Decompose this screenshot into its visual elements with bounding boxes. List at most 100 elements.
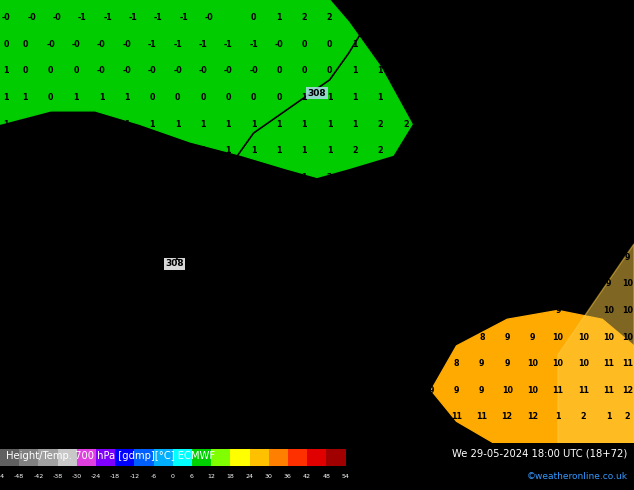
Text: 3: 3 [150,359,155,368]
Text: 1: 1 [4,93,9,102]
Text: 2: 2 [48,226,53,235]
Text: 7: 7 [429,333,434,342]
Text: 3: 3 [454,120,459,129]
Text: 7: 7 [403,359,408,368]
Text: -0: -0 [198,67,207,75]
Text: 8: 8 [625,199,630,208]
Text: 7: 7 [505,226,510,235]
Text: 3: 3 [23,386,28,395]
Text: 2: 2 [4,306,9,315]
Text: 0: 0 [150,93,155,102]
Text: 0: 0 [302,67,307,75]
Text: 3: 3 [479,93,484,102]
Text: -0: -0 [122,40,131,49]
Text: ©weatheronline.co.uk: ©weatheronline.co.uk [527,472,628,482]
Text: 10: 10 [552,333,564,342]
Text: 1: 1 [124,199,129,208]
Text: 7: 7 [479,253,484,262]
Text: 10: 10 [527,359,538,368]
Text: 9: 9 [327,413,332,421]
Text: 2: 2 [454,40,459,49]
Text: 8: 8 [276,413,281,421]
Text: 8: 8 [606,253,611,262]
Text: 2: 2 [226,253,231,262]
Text: 36: 36 [284,474,292,480]
Text: 9: 9 [555,306,560,315]
Text: 7: 7 [625,147,630,155]
Text: 2: 2 [581,413,586,421]
Text: 0: 0 [606,13,611,22]
Text: 7: 7 [530,253,535,262]
Text: 2: 2 [175,253,180,262]
Text: 1: 1 [555,413,560,421]
Text: 10: 10 [501,386,513,395]
Text: -0: -0 [148,67,157,75]
Text: 3: 3 [429,147,434,155]
Text: 9: 9 [581,306,586,315]
Text: 3: 3 [4,386,9,395]
Text: 2: 2 [74,226,79,235]
Text: -0: -0 [27,13,36,22]
Text: 7: 7 [226,413,231,421]
Text: 7: 7 [555,199,560,208]
Text: 2: 2 [99,199,104,208]
Text: 1: 1 [48,147,53,155]
Text: 1: 1 [606,413,611,421]
Text: 4: 4 [530,93,535,102]
Text: -0: -0 [224,67,233,75]
Text: 9: 9 [429,386,434,395]
Text: 6: 6 [190,474,194,480]
Text: 308: 308 [165,259,184,269]
Text: 1: 1 [74,173,79,182]
Text: 3: 3 [276,306,281,315]
Text: 4: 4 [327,279,332,288]
Text: 4: 4 [403,253,408,262]
Text: 2: 2 [4,226,9,235]
Text: 4: 4 [353,279,358,288]
Text: 2: 2 [276,253,281,262]
Text: 1: 1 [74,120,79,129]
Text: 8: 8 [530,306,535,315]
Text: 1: 1 [150,147,155,155]
Text: 2: 2 [200,279,205,288]
Text: 5: 5 [606,93,611,102]
Text: 4: 4 [581,40,586,49]
Text: 2: 2 [48,253,53,262]
Bar [307,449,327,466]
Bar [327,449,346,466]
Bar [39,449,58,466]
Text: 3: 3 [200,333,205,342]
Text: 3: 3 [124,333,129,342]
Text: 10: 10 [375,413,386,421]
Text: 2: 2 [23,226,28,235]
Text: 2: 2 [226,279,231,288]
Text: 4: 4 [505,13,510,22]
Text: -1: -1 [148,40,157,49]
Text: 10: 10 [622,306,633,315]
Text: -1: -1 [173,40,182,49]
Text: 3: 3 [327,253,332,262]
Text: 4: 4 [302,306,307,315]
Text: 5: 5 [302,359,307,368]
Text: 2: 2 [429,40,434,49]
Text: 3: 3 [505,67,510,75]
Text: 1: 1 [251,147,256,155]
Text: 3: 3 [99,306,104,315]
Text: 1: 1 [23,93,28,102]
Text: 3: 3 [530,40,535,49]
Text: 2: 2 [378,40,383,49]
Bar [250,449,269,466]
Text: 3: 3 [150,333,155,342]
Text: 2: 2 [4,199,9,208]
Text: 3: 3 [23,333,28,342]
Text: 3: 3 [200,306,205,315]
Text: 1: 1 [353,67,358,75]
Text: 8: 8 [505,279,510,288]
Text: -0: -0 [72,40,81,49]
Text: 12: 12 [501,413,513,421]
Text: 4: 4 [479,147,484,155]
Text: 12: 12 [207,474,215,480]
Text: 1: 1 [23,120,28,129]
Text: 3: 3 [251,279,256,288]
Text: 8: 8 [403,386,408,395]
